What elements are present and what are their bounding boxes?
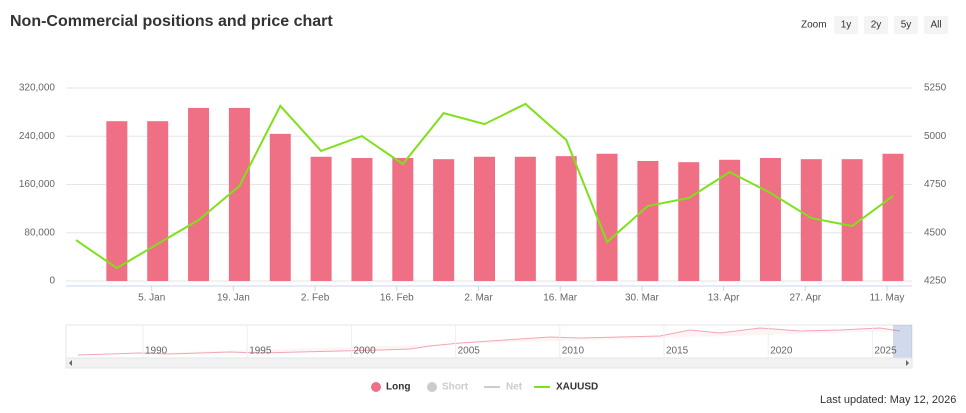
zoom-button-label[interactable]: 5y	[901, 20, 912, 31]
zoom-button[interactable]	[894, 16, 918, 34]
x-tick-label: 16. Feb	[380, 293, 414, 304]
bar	[514, 156, 536, 281]
x-tick-label: 13. Apr	[708, 293, 740, 304]
y-tick-label: 160,000	[19, 179, 56, 190]
navigator-label: 1995	[249, 346, 272, 357]
y2-tick-label: 4750	[924, 179, 947, 190]
bar	[392, 157, 414, 281]
y-tick-label: 0	[49, 276, 55, 287]
y2-tick-label: 4500	[924, 227, 947, 238]
x-tick-label: 2. Mar	[464, 293, 493, 304]
navigator-label: 2005	[458, 346, 481, 357]
bar	[678, 162, 700, 281]
bar	[351, 157, 373, 281]
navigator-label: 2020	[770, 346, 793, 357]
x-tick-label: 16. Mar	[543, 293, 578, 304]
y-tick-label: 240,000	[19, 131, 56, 142]
y2-tick-label: 5250	[924, 83, 947, 94]
bar	[269, 133, 291, 281]
legend-symbol[interactable]	[371, 382, 381, 392]
legend-label[interactable]: Net	[506, 382, 523, 393]
navigator-label: 2000	[353, 346, 376, 357]
bar	[759, 157, 781, 281]
y2-tick-label: 4250	[924, 276, 947, 287]
bar	[433, 159, 455, 281]
y-tick-label: 320,000	[19, 83, 56, 94]
legend-label[interactable]: Long	[386, 382, 410, 393]
x-tick-label: 11. May	[870, 293, 905, 304]
price-line	[75, 102, 894, 270]
bar	[555, 156, 577, 281]
zoom-button-label[interactable]: 2y	[871, 20, 882, 31]
x-tick-label: 30. Mar	[625, 293, 660, 304]
bar	[719, 159, 741, 281]
legend-label[interactable]: Short	[442, 382, 469, 393]
zoom-label: Zoom	[801, 20, 827, 31]
zoom-button[interactable]	[924, 16, 948, 34]
navigator-label: 1990	[145, 346, 168, 357]
navigator-series	[77, 327, 901, 356]
bar	[228, 107, 250, 281]
x-tick-label: 27. Apr	[789, 293, 821, 304]
legend-symbol[interactable]	[427, 382, 437, 392]
y-tick-label: 80,000	[24, 227, 55, 238]
footer: Last updated: May 12, 2026	[820, 394, 956, 406]
x-tick-label: 5. Jan	[138, 293, 165, 304]
chart-title: Non-Commercial positions and price chart	[10, 13, 333, 30]
zoom-button-label[interactable]: 1y	[841, 20, 852, 31]
y2-tick-label: 5000	[924, 131, 947, 142]
navigator-window[interactable]	[893, 325, 912, 358]
bar	[637, 160, 659, 281]
navigator-label: 2025	[874, 346, 897, 357]
navigator-label: 2010	[562, 346, 585, 357]
bar	[841, 159, 863, 281]
zoom-button-label[interactable]: All	[930, 20, 941, 31]
bar	[882, 153, 904, 281]
legend-label[interactable]: XAUUSD	[556, 382, 598, 393]
bar	[147, 121, 169, 281]
x-tick-label: 2. Feb	[301, 293, 330, 304]
zoom-button[interactable]	[834, 16, 858, 34]
bar	[596, 153, 618, 281]
x-tick-label: 19. Jan	[217, 293, 250, 304]
navigator-label: 2015	[666, 346, 689, 357]
zoom-button[interactable]	[864, 16, 888, 34]
bar	[188, 107, 210, 281]
scrollbar[interactable]	[65, 357, 913, 369]
bar	[474, 156, 495, 281]
bar	[800, 159, 822, 281]
bar	[106, 121, 128, 281]
bar	[310, 156, 332, 281]
